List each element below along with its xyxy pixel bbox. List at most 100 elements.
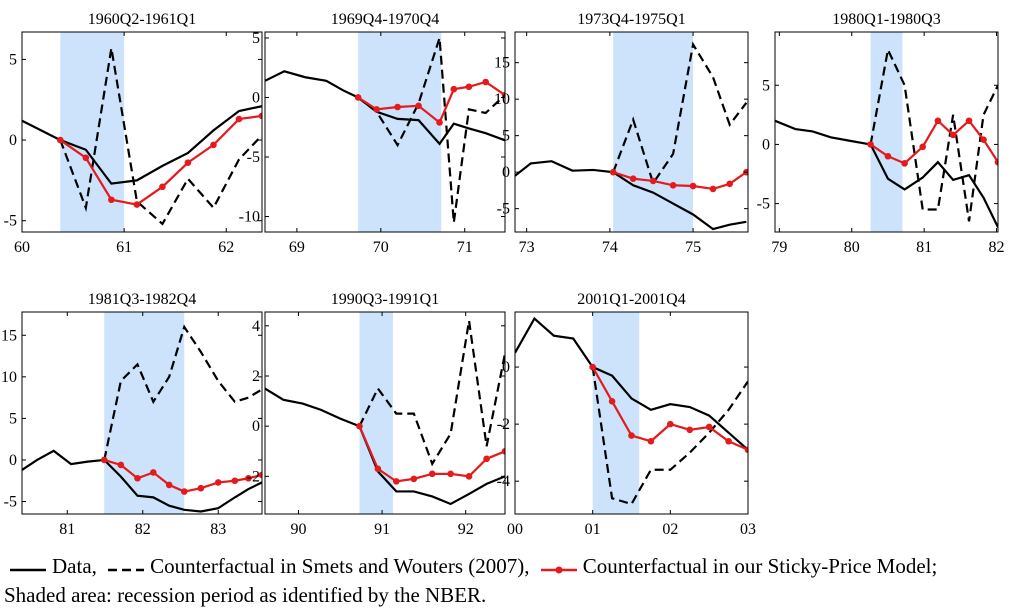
y-tick-label: 0 — [9, 452, 17, 469]
series-marker — [356, 422, 363, 430]
series-marker — [258, 112, 262, 120]
x-tick-label: 70 — [373, 239, 389, 256]
legend-label: Data, — [52, 554, 97, 578]
x-tick-label: 82 — [989, 239, 1005, 256]
series-line — [591, 366, 748, 506]
x-tick-label: 79 — [771, 239, 787, 256]
y-tick-label: -5 — [4, 494, 17, 511]
series-marker — [100, 456, 108, 464]
x-tick-label: 02 — [662, 521, 678, 538]
series-marker — [919, 143, 927, 151]
series-line — [515, 316, 748, 451]
chart-grid: 60 61 62 -5 0 5 1960Q2-1961Q1 69 70 71 -10 -5 0 5 1969… — [1, 11, 1005, 538]
panel: 79 80 81 82 -5 0 5 1980Q1-1980Q3 — [757, 11, 1005, 256]
x-tick-label: 62 — [218, 239, 234, 256]
y-tick-label: 10 — [1, 369, 17, 386]
series-marker — [980, 136, 987, 143]
y-tick-label: -5 — [4, 213, 17, 230]
series-marker — [428, 470, 436, 478]
series-marker — [258, 471, 262, 479]
note: Shaded area: recession period as identif… — [4, 583, 487, 607]
series-line — [103, 324, 262, 461]
panel: 00 01 02 03 -4 -2 0 2001Q1-2001Q4 — [497, 291, 756, 538]
series-marker — [374, 465, 382, 473]
series-marker — [884, 152, 892, 160]
series-marker — [482, 78, 489, 86]
series-marker — [667, 420, 674, 428]
y-tick-label: 0 — [252, 418, 260, 435]
x-tick-label: 00 — [507, 521, 523, 538]
series-marker — [689, 182, 697, 190]
y-tick-label: 5 — [9, 51, 17, 68]
series-marker — [180, 488, 188, 495]
series-marker — [901, 160, 908, 167]
series-marker — [450, 85, 458, 93]
y-tick-label: -2 — [497, 416, 510, 433]
x-tick-label: 80 — [844, 239, 860, 256]
series-marker — [483, 455, 490, 463]
series-marker — [867, 141, 874, 148]
series-marker — [231, 477, 239, 485]
y-tick-label: 0 — [502, 359, 510, 376]
x-tick-label: 81 — [916, 239, 932, 256]
y-tick-label: 15 — [494, 55, 510, 72]
legend-marker — [555, 566, 563, 574]
x-tick-label: 61 — [116, 239, 132, 256]
series-line — [22, 449, 262, 513]
panel: 73 74 75 -5 0 5 10 15 1973Q4-1975Q1 — [494, 11, 749, 256]
series-marker — [934, 117, 942, 125]
series-marker — [410, 475, 418, 483]
y-tick-label: 0 — [502, 164, 510, 181]
series-marker — [686, 426, 694, 434]
y-tick-label: -10 — [239, 209, 260, 226]
x-tick-label: 82 — [135, 521, 151, 538]
x-tick-label: 92 — [458, 521, 474, 538]
chart-title: 1981Q3-1982Q4 — [88, 291, 196, 308]
series-marker — [134, 474, 141, 482]
y-tick-label: 5 — [502, 128, 510, 145]
series-marker — [744, 446, 748, 454]
series-marker — [415, 102, 422, 110]
series-line — [22, 105, 262, 185]
series-marker — [447, 470, 454, 478]
axes-frame — [514, 31, 749, 233]
series-marker — [394, 103, 401, 111]
series-line — [358, 320, 505, 467]
plot-area — [775, 46, 998, 228]
series-line — [612, 41, 748, 186]
series-marker — [501, 447, 505, 455]
series-line — [869, 46, 998, 222]
legend-label: Counterfactual in our Sticky-Price Model… — [582, 554, 938, 578]
series-marker — [165, 481, 173, 489]
recession-shade — [358, 32, 442, 232]
y-tick-label: -5 — [497, 201, 510, 218]
y-tick-label: -5 — [247, 149, 260, 166]
series-marker — [501, 91, 505, 99]
recession-shade — [870, 32, 903, 232]
series-marker — [629, 175, 637, 183]
chart-title: 1973Q4-1975Q1 — [577, 11, 685, 28]
y-tick-label: -4 — [497, 473, 510, 490]
series-line — [515, 160, 747, 231]
series-line — [265, 387, 505, 506]
x-tick-label: 01 — [585, 521, 601, 538]
series-marker — [56, 136, 64, 144]
series-marker — [133, 201, 141, 208]
series-marker — [709, 185, 717, 193]
series-marker — [117, 461, 125, 469]
series-line — [265, 70, 505, 146]
chart-title: 1960Q2-1961Q1 — [88, 11, 196, 28]
axes-frame — [21, 311, 263, 515]
axes-frame — [264, 31, 506, 233]
y-tick-label: 5 — [252, 30, 260, 47]
chart-title: 1969Q4-1970Q4 — [331, 11, 439, 28]
panel: 60 61 62 -5 0 5 1960Q2-1961Q1 — [4, 11, 263, 256]
plot-area — [515, 316, 748, 506]
y-tick-label: 5 — [762, 77, 770, 94]
series-marker — [608, 398, 616, 405]
panel: 69 70 71 -10 -5 0 5 1969Q4-1970Q4 — [239, 11, 506, 256]
series-marker — [354, 94, 362, 101]
legend: Data, Counterfactual in Smets and Wouter… — [4, 552, 1004, 610]
x-tick-label: 83 — [210, 521, 226, 538]
